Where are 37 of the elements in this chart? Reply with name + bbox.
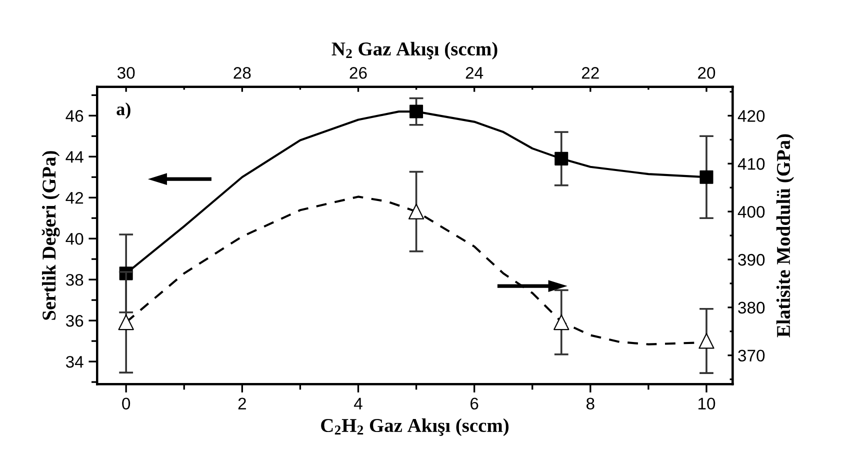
point bbox=[554, 314, 570, 330]
point bbox=[554, 152, 568, 166]
y-tick-label: 44 bbox=[66, 151, 84, 163]
y2-tick-label: 370 bbox=[738, 350, 765, 362]
y-tick-label: 40 bbox=[66, 232, 84, 245]
y-tick-label: 46 bbox=[66, 110, 84, 122]
point bbox=[700, 170, 714, 184]
y-tick-label: 42 bbox=[66, 192, 84, 204]
x-tick-label: 10 bbox=[698, 398, 716, 410]
x-axis-title: C$_{2}$H$_{2}$ Gaz Akışı (sccm) bbox=[321, 418, 509, 436]
x-tick-label: 0 bbox=[122, 398, 130, 410]
y-tick-label: 38 bbox=[66, 274, 84, 286]
y-tick-label: 34 bbox=[66, 356, 84, 368]
y2-tick-label: 420 bbox=[738, 110, 765, 122]
y2-tick-label: 400 bbox=[738, 206, 765, 218]
x2-tick-label: 20 bbox=[698, 67, 716, 79]
x-tick-label: 4 bbox=[354, 398, 362, 410]
x2-tick-label: 30 bbox=[117, 67, 135, 79]
x2-tick-label: 22 bbox=[582, 67, 599, 79]
x2-tick-label: 26 bbox=[350, 67, 367, 79]
x-tick-label: 6 bbox=[470, 398, 478, 410]
y2-tick-label: 410 bbox=[738, 158, 765, 170]
point bbox=[118, 314, 134, 330]
x2-tick-label: 24 bbox=[466, 67, 484, 79]
point bbox=[410, 104, 424, 118]
x2-axis-title: N$_{2}$ Gaz Akışı (sccm) bbox=[332, 42, 498, 60]
y-tick-label: 36 bbox=[66, 314, 84, 327]
y2-tick-label: 390 bbox=[738, 254, 765, 266]
y-axis-title: Sertlik Değeri (GPa) bbox=[42, 151, 60, 320]
annotation: a) bbox=[116, 102, 130, 119]
point bbox=[698, 333, 714, 349]
y2-axis-title: Elatisite Moddulü (GPa) bbox=[776, 134, 794, 338]
point bbox=[408, 204, 424, 220]
x-tick-label: 2 bbox=[238, 398, 246, 410]
y2-tick-label: 380 bbox=[738, 302, 765, 314]
x-tick-label: 8 bbox=[586, 398, 594, 410]
x2-tick-label: 28 bbox=[234, 67, 251, 79]
